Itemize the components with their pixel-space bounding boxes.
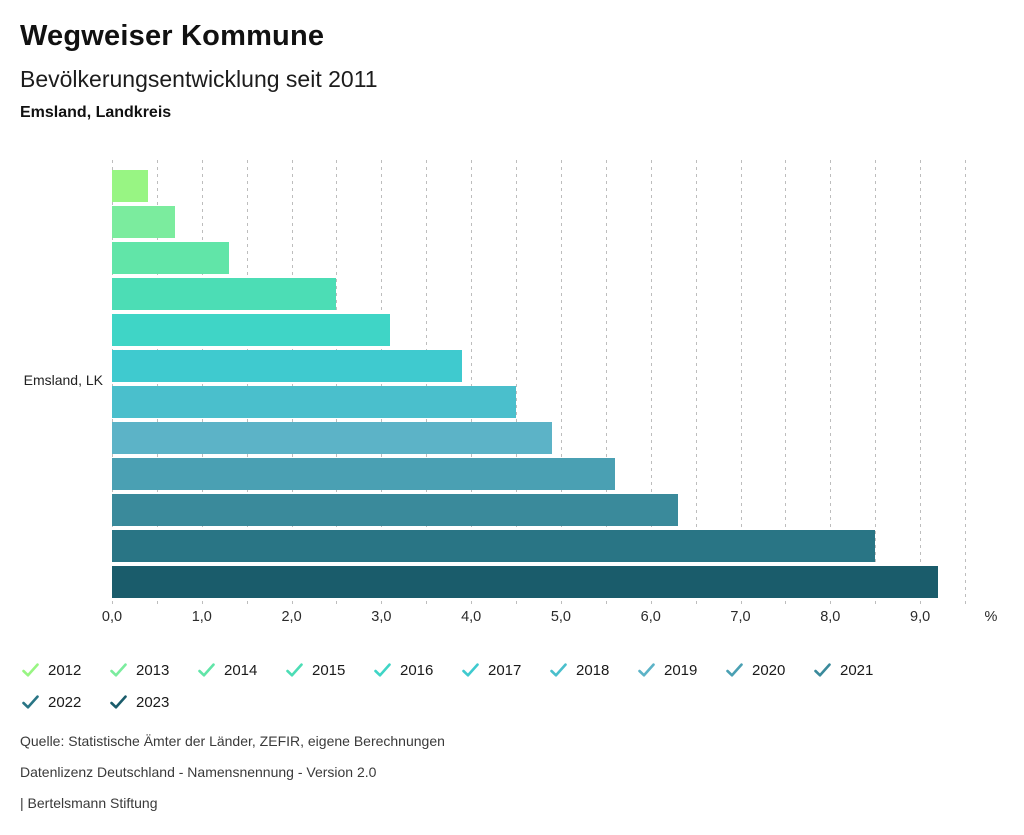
gridline-4.0 [471,160,473,607]
bar-2022[interactable] [112,530,876,562]
gridline-5.5 [605,160,607,607]
check-icon [638,663,655,677]
x-tick-label-5,0: 5,0 [550,609,572,625]
legend-label: 2018 [576,661,610,679]
legend-item-2020[interactable]: 2020 [726,654,814,686]
legend-label: 2017 [488,661,522,679]
x-tick-label-3,0: 3,0 [371,609,392,625]
gridline-2.0 [291,160,293,607]
check-icon [110,663,127,677]
attribution-text: | Bertelsmann Stiftung [20,795,158,811]
legend-label: 2016 [400,661,434,679]
check-icon [726,663,743,677]
x-tick-label-9,0: 9,0 [910,609,931,625]
legend-label: 2014 [224,661,258,679]
gridline-1.5 [246,160,248,607]
bar-2016[interactable] [112,314,391,346]
legend-item-2014[interactable]: 2014 [198,654,286,686]
y-axis-row-label: Emsland, LK [23,372,103,388]
gridline-0.5 [156,160,158,607]
check-icon [22,663,39,677]
legend-item-2016[interactable]: 2016 [374,654,462,686]
gridline-6.0 [650,160,652,607]
check-icon [286,663,303,677]
check-icon [462,663,479,677]
gridline-9.5 [965,160,966,607]
gridline-8.0 [830,160,832,607]
check-icon [110,695,127,709]
legend-label: 2020 [752,661,786,679]
bar-2021[interactable] [112,494,678,526]
page-title: Wegweiser Kommune [20,20,325,52]
gridline-9.0 [920,160,922,607]
legend-item-2022[interactable]: 2022 [22,686,110,718]
legend-item-2023[interactable]: 2023 [110,686,198,718]
legend-label: 2021 [840,661,874,679]
legend-item-2017[interactable]: 2017 [462,654,550,686]
legend-label: 2019 [664,661,698,679]
gridline-5.0 [560,160,562,607]
gridline-1.0 [201,160,203,607]
legend-item-2015[interactable]: 2015 [286,654,374,686]
bar-2020[interactable] [112,458,615,490]
legend-label: 2012 [48,661,82,679]
gridline-2.5 [336,160,338,607]
x-tick-label-4,0: 4,0 [461,609,482,625]
bar-2019[interactable] [112,422,552,454]
gridline-6.5 [695,160,697,607]
x-tick-label-1,0: 1,0 [191,609,212,625]
chart-title: Bevölkerungsentwicklung seit 2011 [20,66,378,92]
x-tick-label-0,0: 0,0 [101,609,123,625]
x-tick-label-7,0: 7,0 [730,609,751,625]
bar-2012[interactable] [112,170,148,202]
check-icon [198,663,215,677]
gridline-7.0 [740,160,742,607]
gridline-8.5 [875,160,877,607]
region-label: Emsland, Landkreis [20,104,172,121]
x-axis-unit-label: % [984,609,998,625]
bar-2013[interactable] [112,206,175,238]
gridline-3.0 [381,160,383,607]
gridline-7.5 [785,160,787,607]
legend-label: 2022 [48,693,82,711]
x-tick-label-6,0: 6,0 [640,609,661,625]
check-icon [22,695,39,709]
legend-item-2012[interactable]: 2012 [22,654,110,686]
legend-label: 2013 [136,661,170,679]
bar-2015[interactable] [112,278,337,310]
bar-2018[interactable] [112,386,517,418]
bar-2023[interactable] [112,566,939,598]
legend-item-2018[interactable]: 2018 [550,654,638,686]
legend-label: 2023 [136,693,170,711]
check-icon [814,663,831,677]
legend-label: 2015 [312,661,346,679]
check-icon [374,663,391,677]
legend: 2012 2013 2014 2015 2016 2017 2018 2019 2020 2021… [22,654,912,718]
bar-2014[interactable] [112,242,229,274]
x-tick-label-2,0: 2,0 [281,609,302,625]
source-text: Quelle: Statistische Ämter der Länder, Z… [20,733,445,749]
legend-item-2021[interactable]: 2021 [814,654,902,686]
plot-area [112,160,966,607]
gridline-3.5 [426,160,428,607]
x-tick-label-8,0: 8,0 [820,609,841,625]
gridline-0.0 [112,160,113,607]
check-icon [550,663,567,677]
legend-item-2019[interactable]: 2019 [638,654,726,686]
legend-item-2013[interactable]: 2013 [110,654,198,686]
license-text: Datenlizenz Deutschland - Namensnennung … [20,764,377,780]
bar-2017[interactable] [112,350,463,382]
gridline-4.5 [516,160,518,607]
